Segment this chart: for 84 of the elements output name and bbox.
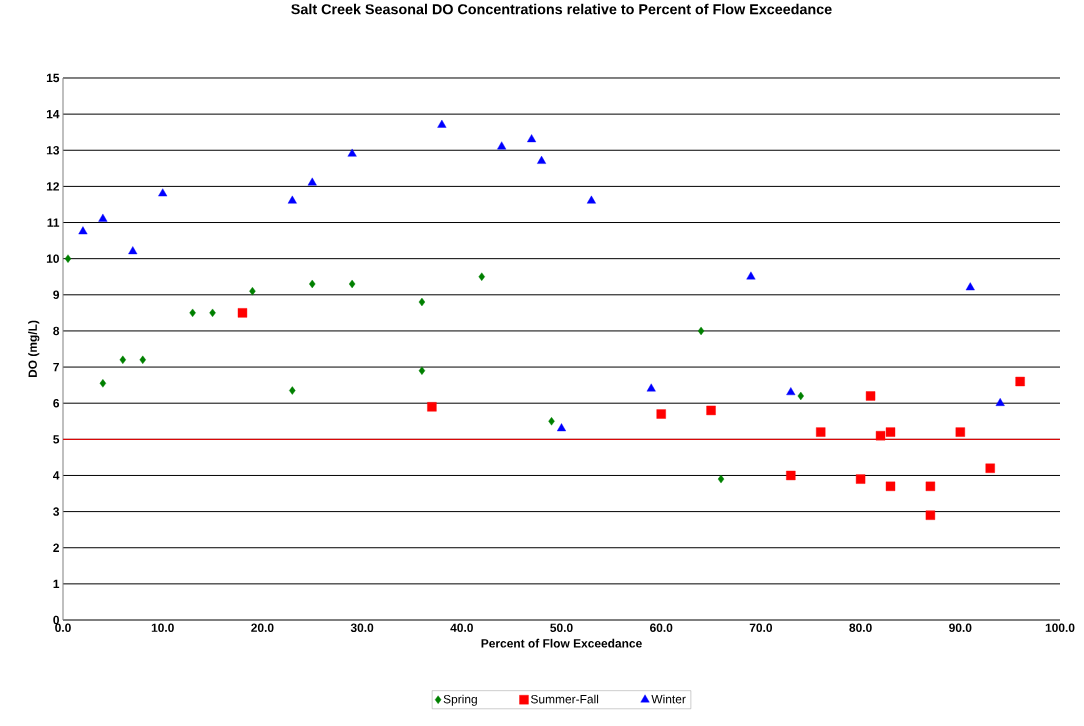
y-tick-label: 9 [53, 290, 60, 300]
y-tick-label: 11 [47, 218, 60, 227]
x-tick-label: 20.0 [251, 623, 274, 632]
point [697, 326, 705, 336]
point [497, 141, 507, 150]
y-tick-label: 13 [46, 146, 60, 155]
point [158, 188, 168, 197]
point [348, 279, 356, 289]
legend-label: Spring [443, 694, 477, 706]
point [855, 474, 866, 484]
x-tick-label: 50.0 [550, 623, 573, 632]
point [289, 386, 296, 395]
point [307, 177, 317, 186]
y-tick-label: 5 [53, 435, 60, 444]
point [786, 470, 796, 481]
legend-label: Summer-Fall [531, 694, 599, 704]
point [537, 155, 547, 164]
y-tick-label: 2 [53, 543, 59, 552]
point [437, 119, 447, 128]
point [527, 134, 537, 143]
point [139, 355, 146, 365]
point [865, 391, 876, 401]
y-tick-label: 12 [46, 182, 59, 191]
point [119, 355, 127, 365]
point [418, 366, 426, 375]
point [189, 308, 196, 318]
x-tick-label: 30.0 [350, 623, 374, 633]
point [64, 254, 72, 263]
point [427, 402, 437, 412]
point [816, 427, 826, 437]
y-tick-label: 10 [46, 254, 59, 263]
legend-label: Winter [651, 694, 686, 704]
point [925, 510, 936, 520]
point [209, 308, 216, 318]
point [985, 463, 995, 473]
y-tick-label: 15 [46, 73, 60, 83]
point [646, 383, 656, 392]
x-tick-label: 70.0 [749, 623, 773, 632]
point [347, 148, 357, 157]
point [548, 417, 555, 426]
point [237, 308, 248, 318]
y-tick-label: 6 [53, 398, 60, 408]
y-tick-label: 1 [53, 579, 60, 588]
point [478, 272, 485, 281]
point [797, 391, 804, 401]
point [885, 427, 896, 437]
chart-title: Salt Creek Seasonal DO Concentrations relative to Percent of Flow Exceedance [291, 3, 832, 15]
y-axis-title: DO (mg/L) [28, 320, 40, 378]
point [995, 398, 1005, 406]
point [965, 282, 975, 291]
y-tick-label: 14 [46, 110, 60, 119]
point [99, 379, 107, 388]
point [875, 431, 886, 441]
y-tick-label: 0 [53, 615, 59, 625]
point [128, 246, 138, 255]
x-tick-label: 10.0 [151, 623, 174, 632]
point [418, 297, 426, 307]
point [885, 481, 896, 491]
y-tick-label: 7 [53, 362, 59, 372]
point [925, 481, 936, 491]
point [249, 287, 256, 296]
point [706, 405, 716, 416]
x-tick-label: 0.0 [55, 623, 71, 632]
point [955, 427, 965, 437]
y-tick-label: 4 [53, 471, 60, 480]
point [1015, 376, 1025, 387]
point [746, 271, 756, 280]
y-tick-label: 3 [53, 507, 60, 516]
point [309, 279, 316, 289]
x-tick-label: 90.0 [949, 623, 972, 632]
x-tick-label: 60.0 [650, 623, 673, 632]
x-axis-title: Percent of Flow Exceedance [481, 638, 642, 648]
point [98, 213, 108, 222]
point [78, 226, 88, 235]
y-tick-label: 8 [53, 326, 60, 336]
point [586, 195, 596, 204]
point [786, 387, 796, 396]
x-tick-label: 80.0 [849, 623, 872, 632]
x-tick-label: 100.0 [1045, 623, 1075, 632]
x-tick-label: 40.0 [450, 623, 473, 632]
point [287, 195, 297, 204]
point [717, 474, 725, 484]
point [656, 409, 666, 419]
point [556, 423, 567, 432]
